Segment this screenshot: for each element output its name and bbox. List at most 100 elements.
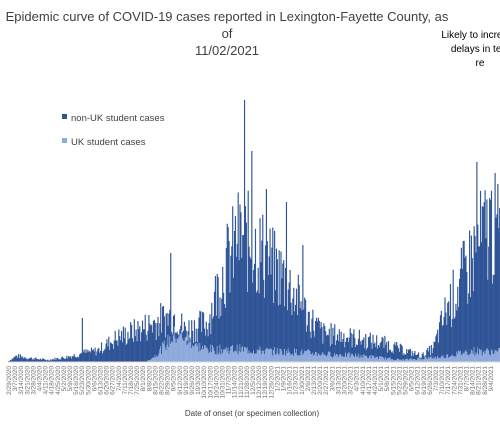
bar-uk <box>359 355 361 362</box>
bar-uk <box>197 342 199 362</box>
bar-uk <box>177 338 179 362</box>
bar-uk <box>298 355 300 362</box>
bar-non-uk <box>369 332 371 356</box>
bar-non-uk <box>47 359 49 362</box>
legend-label-non-uk: non-UK student cases <box>71 113 165 124</box>
bar-non-uk <box>339 341 341 355</box>
bar-uk <box>189 342 191 362</box>
bar-uk <box>469 354 471 362</box>
bar-non-uk <box>293 287 295 356</box>
bar-uk <box>470 349 472 362</box>
bar-non-uk <box>315 320 317 353</box>
bar-non-uk <box>231 246 233 347</box>
bar-uk <box>250 352 252 362</box>
bar-non-uk <box>240 212 242 353</box>
bar-uk <box>307 349 309 362</box>
bar-uk <box>304 350 306 362</box>
bar-uk <box>360 357 362 362</box>
bar-non-uk <box>114 330 116 362</box>
bar-uk <box>258 349 260 362</box>
bar-non-uk <box>297 274 299 356</box>
bar-non-uk <box>411 351 413 360</box>
bar-non-uk <box>217 277 219 355</box>
x-tick-label: 1/9/2021 <box>281 366 288 392</box>
bar-non-uk <box>120 340 122 362</box>
bar-non-uk <box>130 322 132 362</box>
bar-non-uk <box>349 328 351 358</box>
x-tick-label: 9/4/2021 <box>488 366 495 392</box>
x-tick-label: 1/30/2021 <box>299 366 306 395</box>
bar-non-uk <box>16 355 18 362</box>
bar-non-uk <box>417 354 419 359</box>
bar-uk <box>256 349 258 362</box>
bar-non-uk <box>329 346 331 353</box>
bar-non-uk <box>295 288 298 350</box>
bar-non-uk <box>145 334 147 362</box>
bar-non-uk <box>166 312 168 345</box>
bar-non-uk <box>35 357 37 362</box>
bar-uk <box>278 354 280 362</box>
bar-non-uk <box>489 198 491 355</box>
bar-uk <box>475 352 477 362</box>
bar-uk <box>478 354 480 362</box>
bar-non-uk <box>237 192 239 355</box>
bar-non-uk <box>239 204 241 345</box>
bar-non-uk <box>397 348 400 359</box>
bar-non-uk <box>141 332 143 362</box>
bar-non-uk <box>243 234 245 352</box>
bar-uk <box>377 356 379 362</box>
legend-swatch-non-uk <box>62 114 67 119</box>
bar-uk <box>410 358 412 362</box>
bar-uk <box>283 354 285 362</box>
bar-uk <box>181 330 183 362</box>
bar-uk <box>182 338 184 362</box>
bar-non-uk <box>320 322 322 356</box>
bar-non-uk <box>477 224 479 348</box>
bar-uk <box>287 348 289 362</box>
bar-non-uk <box>226 223 228 352</box>
bar-uk <box>269 349 271 362</box>
bar-uk <box>240 352 242 362</box>
bar-non-uk <box>26 358 28 362</box>
bar-non-uk <box>181 313 183 331</box>
bar-uk <box>424 357 426 362</box>
bar-non-uk <box>207 336 209 350</box>
bar-uk <box>234 350 237 362</box>
bar-non-uk <box>173 314 175 327</box>
bar-non-uk <box>229 292 231 352</box>
bar-non-uk <box>235 256 237 352</box>
bar-non-uk <box>143 329 145 362</box>
bar-uk <box>448 357 451 362</box>
bar-uk <box>248 350 250 362</box>
bar-uk <box>225 347 227 362</box>
annotation-line-1: Likely to increase <box>441 30 500 41</box>
bar-uk <box>497 351 499 362</box>
bar-non-uk <box>295 304 297 353</box>
bar-non-uk <box>132 342 134 362</box>
bar-uk <box>430 356 432 362</box>
bar-non-uk <box>54 357 56 362</box>
bar-uk <box>206 347 208 362</box>
x-tick-label: 4/18/2020 <box>49 366 56 395</box>
bar-non-uk <box>49 359 52 362</box>
bar-non-uk <box>174 332 176 339</box>
bar-non-uk <box>232 206 234 346</box>
bar-non-uk <box>89 350 91 362</box>
bar-non-uk <box>433 341 435 357</box>
bar-uk <box>379 356 381 362</box>
bar-non-uk <box>444 297 446 358</box>
bar-non-uk <box>69 356 71 362</box>
bar-uk <box>366 355 368 362</box>
bar-uk <box>421 359 423 362</box>
bar-uk <box>331 357 333 362</box>
bar-uk <box>191 348 193 362</box>
bar-non-uk <box>331 344 333 358</box>
bar-non-uk <box>120 330 123 362</box>
bar-uk <box>423 359 425 362</box>
bar-uk <box>490 349 493 362</box>
bar-uk <box>477 347 479 362</box>
bar-non-uk <box>287 289 289 349</box>
bar-non-uk <box>401 346 403 361</box>
bar-non-uk <box>305 331 308 352</box>
